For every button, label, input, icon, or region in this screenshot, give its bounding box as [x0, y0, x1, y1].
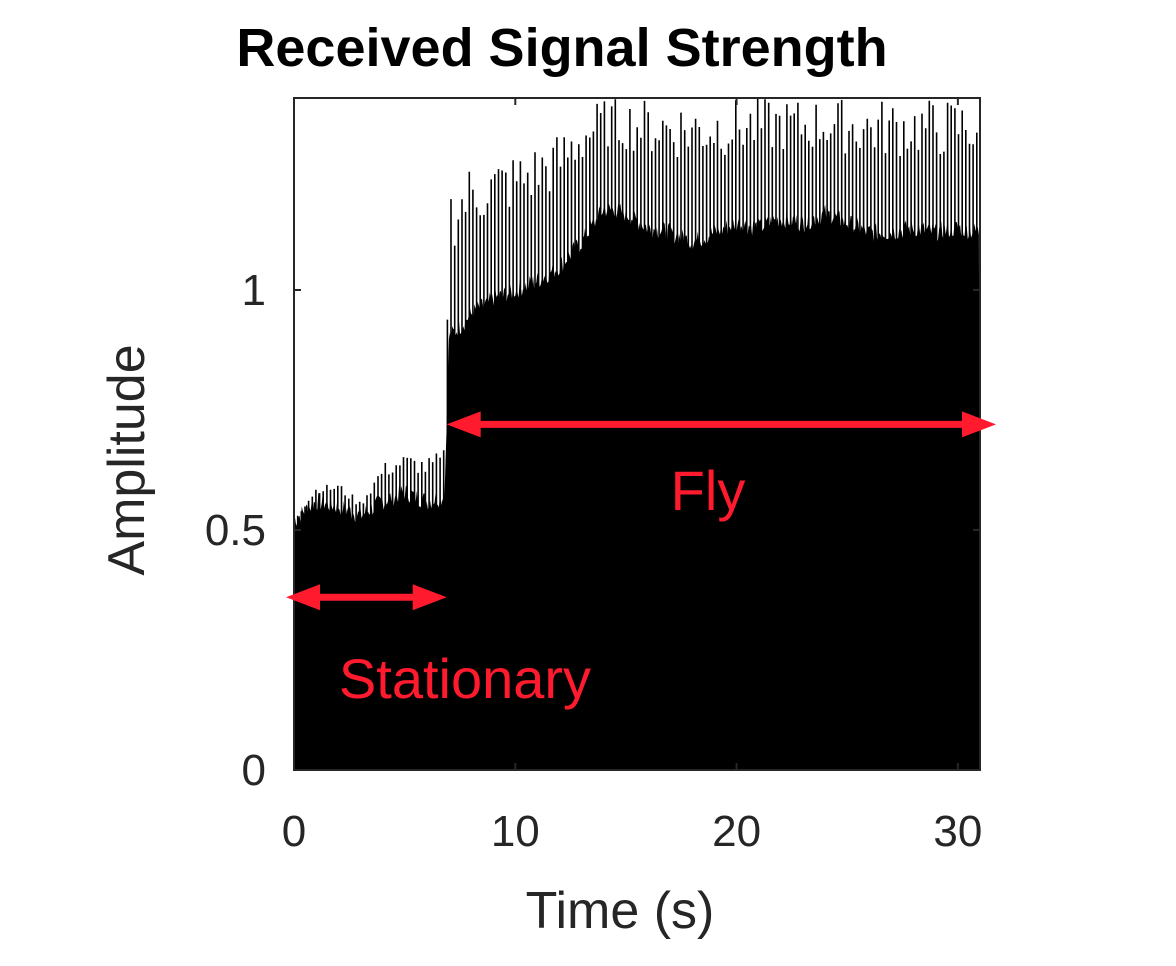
x-tick-label: 30 — [933, 807, 982, 856]
y-tick-label: 0.5 — [205, 506, 266, 555]
y-tick-label: 0 — [242, 746, 266, 795]
signal-spikes — [294, 98, 978, 770]
axis-ticks: 0 10 20 30 0 0.5 1 — [205, 98, 982, 856]
y-axis-label: Amplitude — [98, 344, 156, 575]
chart-title: Received Signal Strength — [236, 18, 887, 78]
x-axis-label: Time (s) — [526, 882, 715, 940]
x-tick-label: 10 — [491, 807, 540, 856]
stationary-label: Stationary — [339, 647, 591, 710]
x-tick-label: 20 — [712, 807, 761, 856]
signal-area — [294, 98, 980, 770]
stationary-arrow — [286, 584, 447, 611]
fly-label: Fly — [671, 459, 746, 522]
fly-arrow — [446, 411, 996, 438]
annotations: Stationary Fly — [286, 411, 996, 710]
plot-frame — [293, 97, 981, 771]
y-tick-label: 1 — [242, 266, 266, 315]
x-tick-label: 0 — [282, 807, 306, 856]
